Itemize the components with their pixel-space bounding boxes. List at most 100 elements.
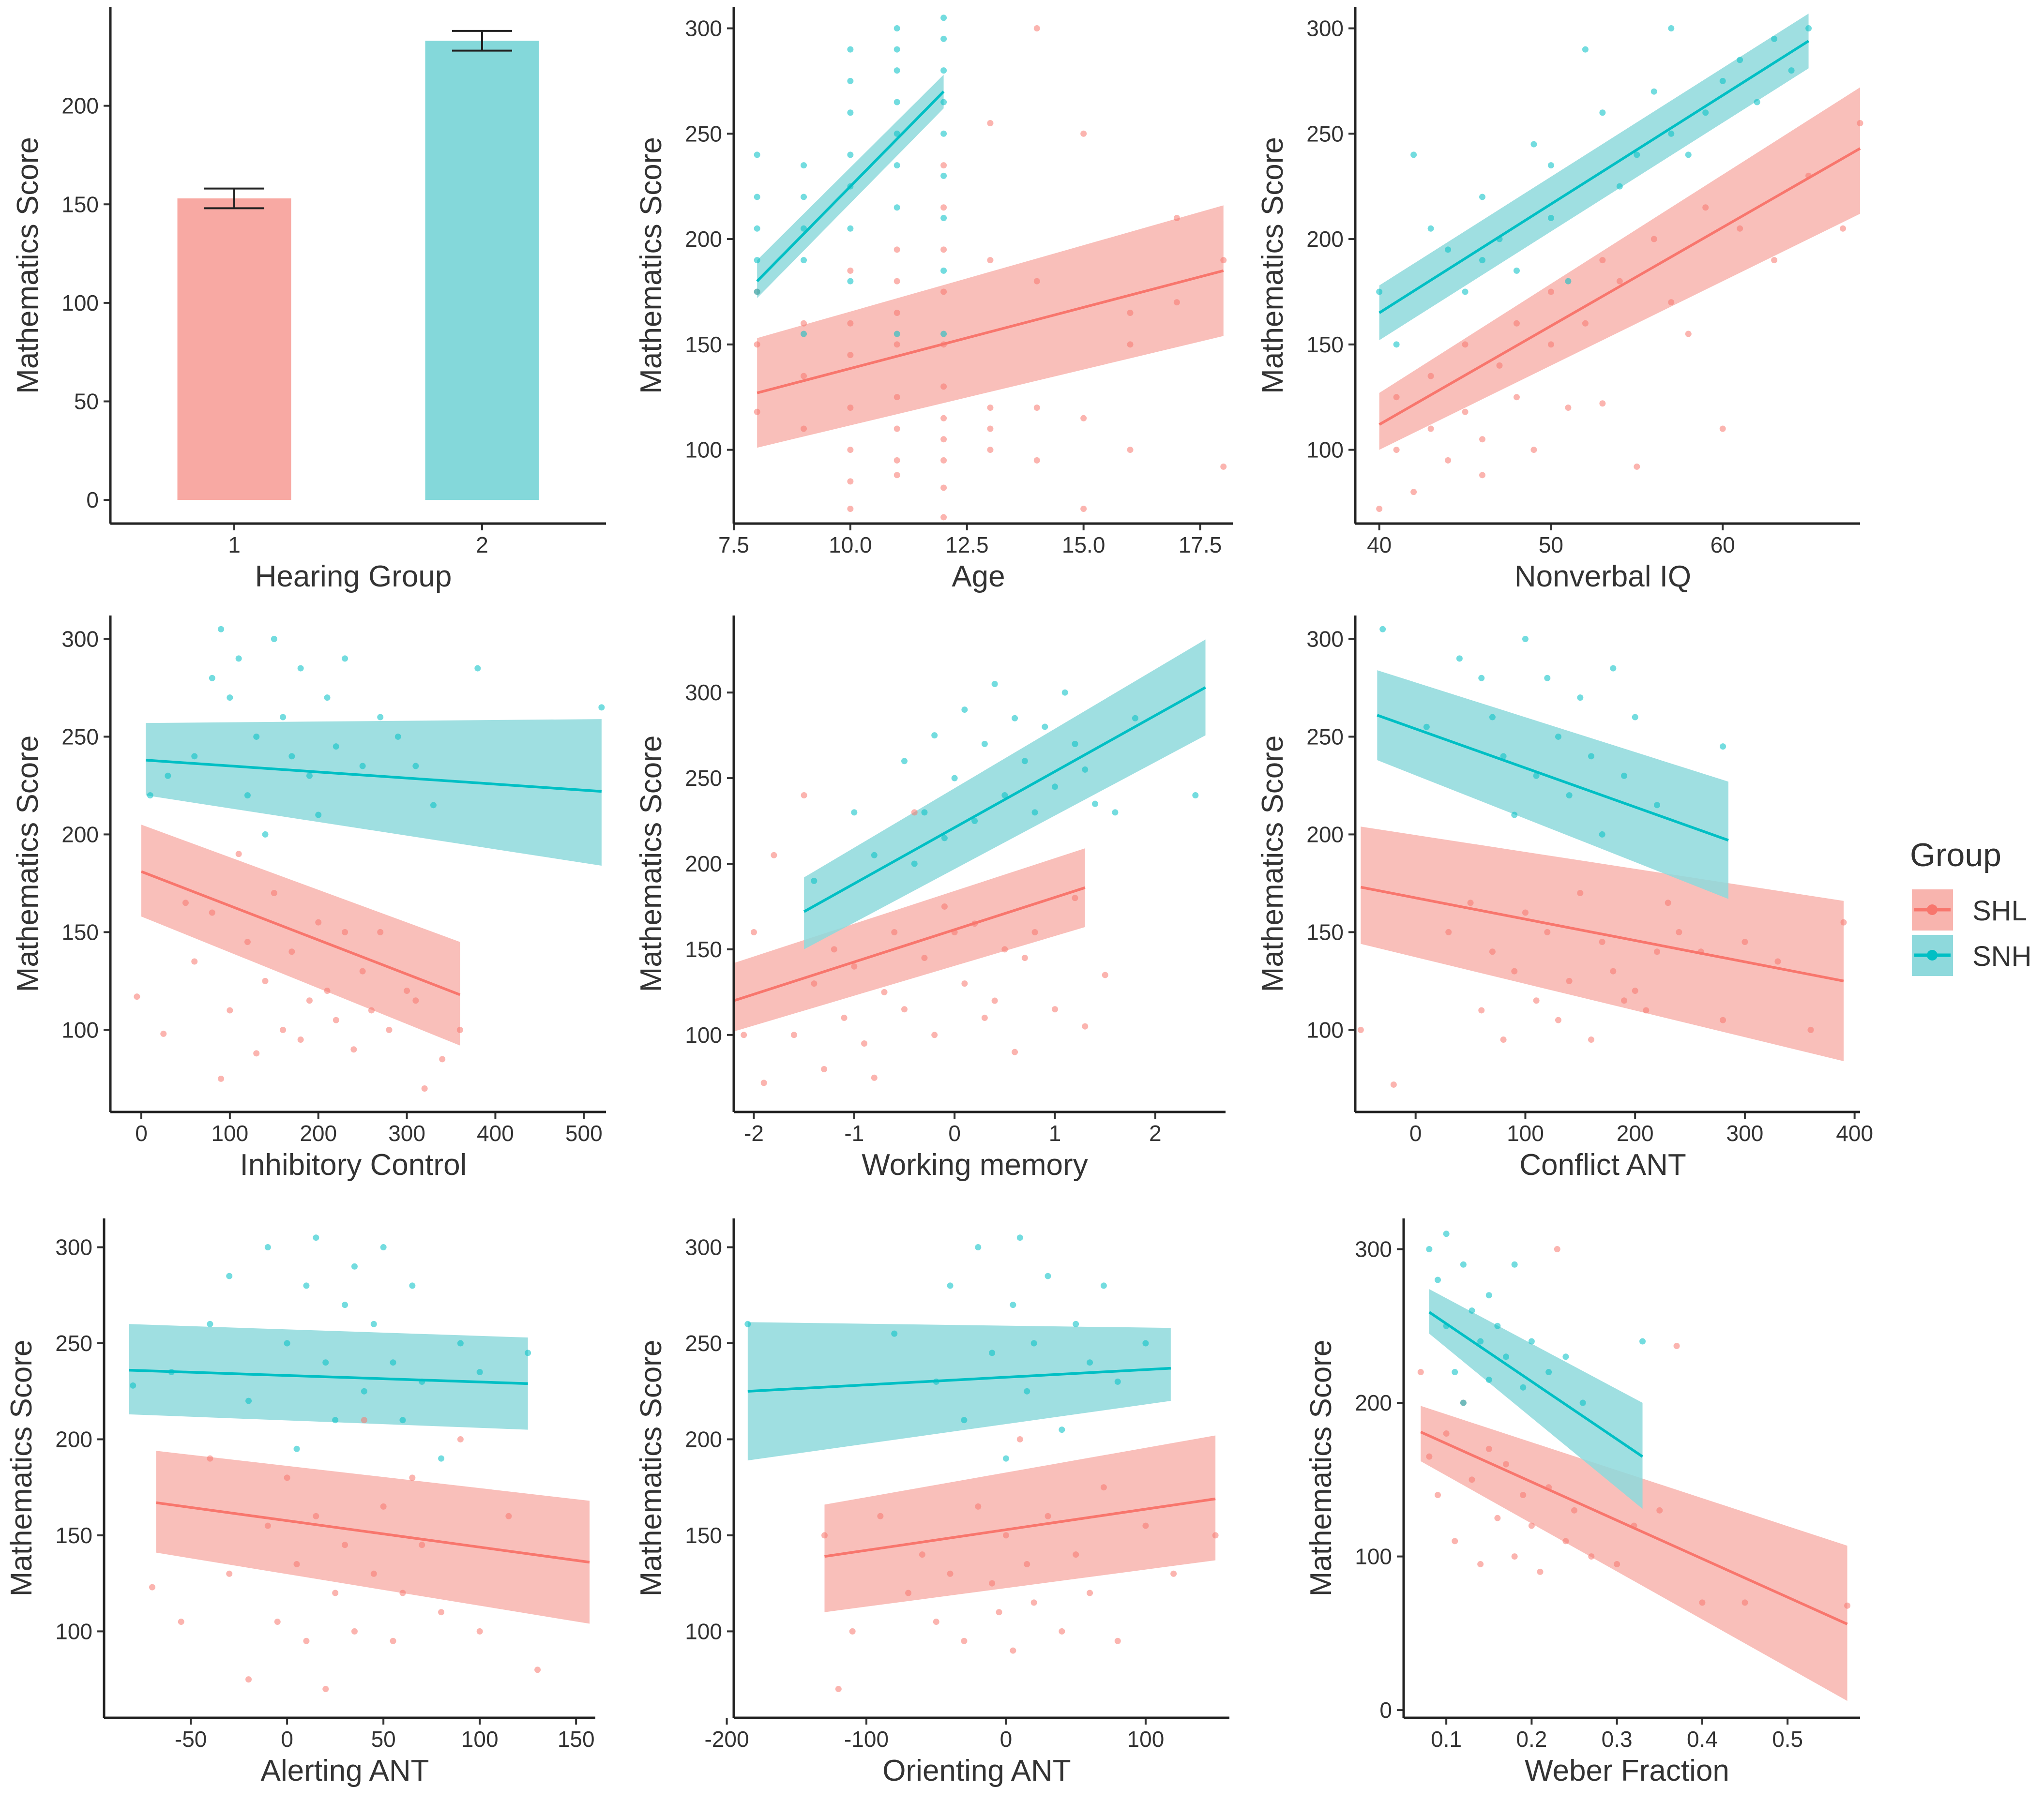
data-point-snh	[1052, 783, 1059, 790]
data-point-snh	[1132, 715, 1138, 721]
data-point-shl	[1100, 1484, 1107, 1491]
regression-line-shl	[156, 1501, 590, 1564]
data-point-snh	[1610, 665, 1617, 672]
confidence-band-snh	[146, 719, 602, 866]
x-axis-title: Working memory	[862, 1148, 1088, 1182]
data-point-shl	[1840, 225, 1847, 232]
data-point-shl	[835, 1685, 842, 1692]
regression-line-snh	[129, 1368, 528, 1385]
legend-key-shl	[1912, 889, 1953, 931]
data-point-snh	[1061, 689, 1068, 696]
panel-2: 7.5 10.0 12.5 15.0 17.5 100 150 200 250 300 Age Mat…	[635, 7, 1233, 593]
data-point-snh	[1452, 1369, 1458, 1376]
data-point-snh	[253, 733, 260, 740]
data-point-shl	[1577, 890, 1584, 897]
data-point-shl	[1417, 1369, 1424, 1376]
x-axis-title: Weber Fraction	[1525, 1754, 1729, 1787]
data-point-shl	[1650, 236, 1657, 242]
data-point-shl	[750, 929, 757, 936]
data-point-snh	[1010, 1302, 1016, 1308]
regression-line-shl	[733, 886, 1086, 1002]
data-point-shl	[987, 120, 994, 127]
data-point-shl	[801, 320, 807, 327]
data-point-snh	[1012, 715, 1018, 721]
confidence-band-snh	[1377, 670, 1728, 899]
data-point-snh	[1114, 1378, 1121, 1385]
data-point-shl	[987, 447, 994, 453]
data-point-snh	[961, 706, 968, 713]
legend-key-shl-point	[1927, 904, 1938, 915]
x-tick-label: 0.3	[1602, 1727, 1633, 1752]
data-point-shl	[1001, 946, 1008, 953]
data-point-shl	[1537, 1568, 1544, 1575]
data-point-shl	[851, 963, 858, 970]
data-point-shl	[1844, 1602, 1851, 1609]
data-point-shl	[1741, 1599, 1748, 1606]
data-point-shl	[1857, 120, 1863, 127]
data-point-snh	[1528, 1338, 1535, 1345]
data-point-shl	[1571, 1507, 1578, 1514]
data-point-shl	[342, 1542, 348, 1548]
data-point-shl	[1082, 1023, 1089, 1030]
data-point-shl	[1699, 1599, 1706, 1606]
data-point-snh	[1059, 1427, 1065, 1433]
y-tick-label: 100	[61, 1017, 99, 1042]
data-point-shl	[1654, 948, 1661, 955]
data-point-shl	[264, 1522, 271, 1529]
data-point-snh	[1668, 130, 1675, 137]
data-point-snh	[1685, 151, 1692, 158]
data-point-shl	[1643, 1007, 1650, 1014]
data-point-shl	[893, 341, 900, 348]
data-point-shl	[1033, 278, 1040, 285]
data-point-shl	[1045, 1513, 1051, 1519]
y-tick-label: 300	[1306, 626, 1344, 651]
data-point-shl	[919, 1551, 925, 1558]
regression-line-shl	[1420, 1430, 1848, 1625]
data-point-snh	[342, 655, 348, 662]
data-point-shl	[893, 246, 900, 253]
data-point-shl	[911, 809, 918, 816]
data-point-shl	[1685, 330, 1692, 337]
confidence-band-shl	[734, 848, 1085, 1032]
data-point-shl	[905, 1590, 912, 1596]
regression-line-snh	[1377, 714, 1729, 842]
data-point-shl	[235, 851, 242, 857]
data-point-snh	[941, 835, 948, 841]
data-point-shl	[288, 948, 295, 955]
data-point-snh	[280, 714, 287, 721]
data-point-shl	[847, 352, 854, 359]
data-point-shl	[297, 1036, 304, 1043]
data-point-shl	[505, 1513, 512, 1519]
data-point-shl	[940, 383, 947, 390]
data-point-snh	[754, 194, 760, 200]
data-point-shl	[1547, 341, 1554, 348]
data-point-snh	[1771, 35, 1778, 42]
y-tick-label: 250	[1306, 121, 1344, 146]
data-point-shl	[1467, 900, 1474, 906]
data-point-snh	[1544, 675, 1551, 681]
data-point-shl	[351, 1628, 358, 1635]
data-point-snh	[1520, 1384, 1527, 1391]
data-point-shl	[1142, 1522, 1149, 1529]
panel-3: 40 50 60 100 150 200 250 300 Nonverbal IQ Mathema…	[1256, 7, 1863, 593]
data-point-snh	[1460, 1261, 1467, 1268]
data-point-snh	[1443, 1231, 1450, 1237]
data-point-shl	[1016, 1436, 1023, 1442]
data-point-snh	[1460, 1399, 1467, 1406]
data-point-snh	[893, 330, 900, 337]
data-point-snh	[975, 1244, 982, 1251]
data-point-shl	[419, 1542, 425, 1548]
x-tick-label: 300	[388, 1121, 425, 1146]
data-point-snh	[893, 99, 900, 105]
data-point-shl	[940, 457, 947, 464]
data-point-snh	[1788, 67, 1795, 74]
data-point-shl	[1614, 1561, 1620, 1567]
data-point-snh	[288, 753, 295, 760]
data-point-shl	[1702, 204, 1709, 211]
data-point-shl	[940, 288, 947, 295]
data-point-snh	[377, 714, 384, 721]
error-bar-group-1	[204, 187, 264, 210]
data-point-snh	[412, 763, 419, 769]
data-point-shl	[987, 257, 994, 264]
x-tick-label: 500	[565, 1121, 603, 1146]
